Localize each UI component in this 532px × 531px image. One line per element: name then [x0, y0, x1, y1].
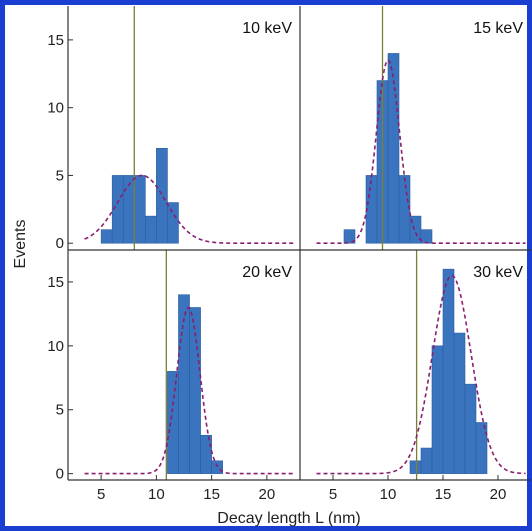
histogram-bar	[167, 371, 179, 474]
histogram-bar	[409, 460, 422, 474]
x-tick-label: 15	[435, 486, 452, 503]
panel-3: 20 keV 0 5 10 15	[47, 250, 295, 483]
histogram-bar	[167, 202, 179, 244]
histogram-bar	[189, 307, 201, 474]
y-tick-label: 5	[56, 167, 64, 184]
histogram-bar	[464, 383, 477, 474]
histogram-bar	[420, 229, 433, 244]
histogram-bar	[156, 148, 168, 244]
x-axis-label: Decay length L (nm)	[217, 510, 360, 527]
y-tick-label: 15	[47, 32, 64, 49]
panel-title: 20 keV	[242, 264, 292, 281]
y-tick-label: 5	[56, 402, 64, 419]
histogram-bar	[475, 422, 488, 474]
x-tick-label: 20	[490, 486, 507, 503]
histogram-bar	[442, 268, 455, 474]
y-tick-label: 10	[47, 338, 64, 355]
histogram-bar	[420, 447, 433, 474]
histogram-bar	[343, 229, 356, 244]
histogram-bar	[453, 332, 466, 474]
x-tick-label: 10	[148, 486, 165, 503]
panel-4: 30 keV	[316, 250, 526, 480]
histogram-bar	[200, 434, 212, 474]
y-tick-label: 0	[56, 235, 64, 252]
gaussian-fit-line	[316, 274, 526, 475]
panel-1: 10 keV 0 5 10 15	[47, 6, 295, 252]
x-tick-label: 15	[203, 486, 220, 503]
gaussian-fit-line	[316, 59, 526, 245]
y-axis-label: Events	[12, 220, 29, 269]
histogram-bar	[365, 175, 378, 244]
x-tick-label: 20	[259, 486, 276, 503]
panel-title: 30 keV	[473, 264, 523, 281]
x-tick-label: 10	[380, 486, 397, 503]
histogram-bar	[133, 175, 146, 244]
y-tick-label: 10	[47, 100, 64, 117]
histogram-bar	[431, 345, 444, 474]
y-tick-label: 0	[56, 466, 64, 483]
x-tick-label: 5	[97, 486, 105, 503]
panel-title: 10 keV	[242, 20, 292, 37]
histogram-bar	[145, 215, 157, 244]
gaussian-fit-line	[84, 306, 295, 475]
y-tick-label: 15	[47, 274, 64, 291]
panel-2: 15 keV	[316, 6, 526, 250]
gaussian-fit-line	[84, 174, 295, 245]
histogram-bar	[387, 53, 400, 244]
histogram-bar	[100, 229, 113, 244]
panel-title: 15 keV	[473, 20, 523, 37]
histogram-bar	[398, 175, 411, 244]
x-tick-label: 5	[329, 486, 337, 503]
